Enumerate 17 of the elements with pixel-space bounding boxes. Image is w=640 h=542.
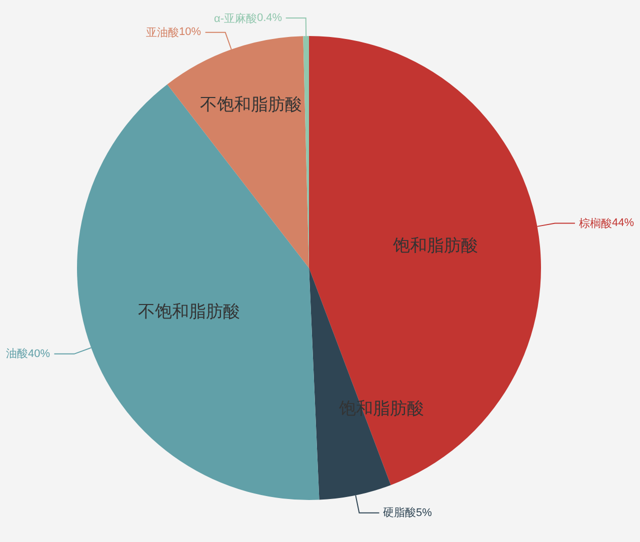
- slice-label: 棕榈酸: [579, 218, 612, 230]
- pie-slice: [309, 268, 391, 500]
- data-label: 10%: [179, 26, 202, 38]
- slice-label: 油酸: [6, 348, 28, 360]
- slice-annotation: 不饱和脂肪酸: [200, 95, 302, 114]
- slice-label: α-亚麻酸: [214, 13, 258, 25]
- data-label: 5%: [416, 507, 432, 519]
- slice-annotation: 不饱和脂肪酸: [138, 302, 240, 321]
- slice-label: 亚油酸: [146, 27, 179, 39]
- data-label: 40%: [28, 348, 50, 360]
- data-label: 44%: [612, 217, 634, 229]
- data-label: 0.4%: [257, 12, 282, 24]
- pie-slice: [167, 36, 309, 268]
- slice-label: 硬脂酸: [383, 507, 416, 519]
- pie-slice: [77, 84, 320, 500]
- slice-annotation: 饱和脂肪酸: [393, 236, 478, 255]
- pie-slice: [309, 36, 541, 486]
